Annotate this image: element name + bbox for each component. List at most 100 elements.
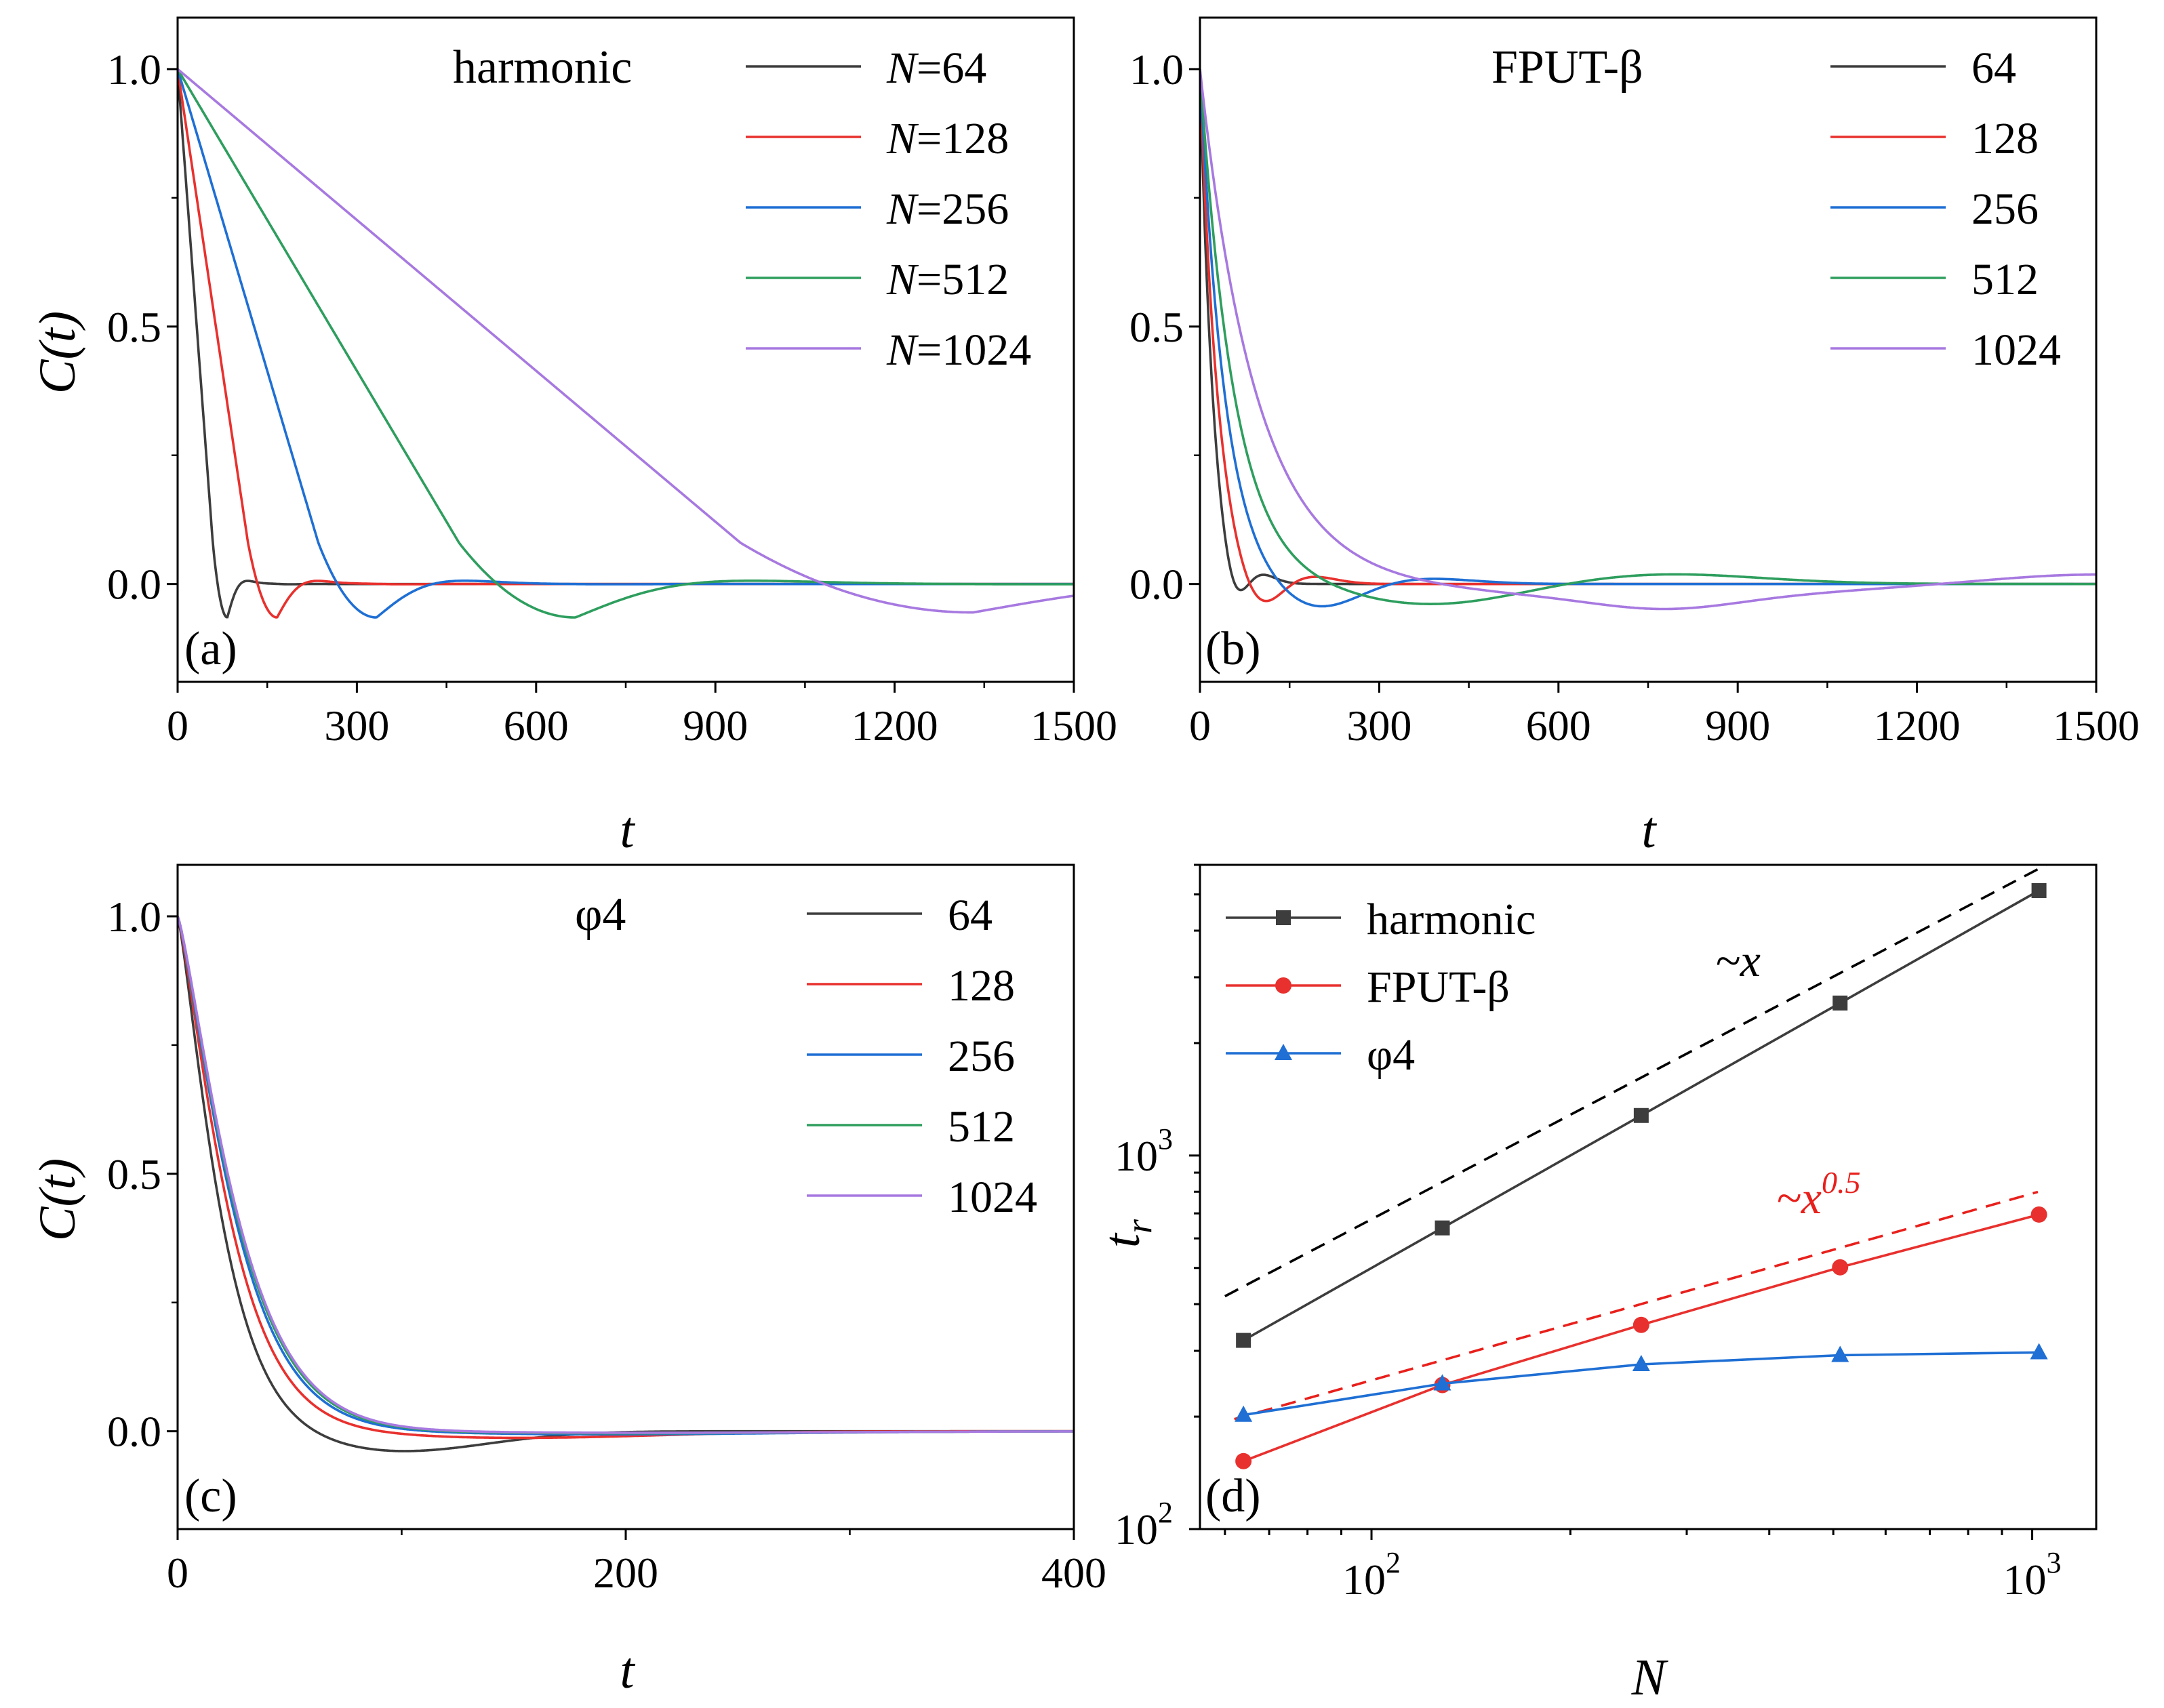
panel-a-xtick-label: 900 xyxy=(683,702,748,750)
panel-ab-xlabel: t xyxy=(620,802,635,859)
panel-a-legend-prefix: N xyxy=(886,43,919,93)
panel-c-legend-label: 512 xyxy=(948,1102,1015,1152)
panel-c-legend-label: 1024 xyxy=(948,1173,1037,1222)
panel-a-legend-prefix: N xyxy=(886,184,919,234)
panel-d-xtick-label: 103 xyxy=(2003,1546,2062,1604)
panel-d-xtick-exp: 3 xyxy=(2047,1546,2062,1579)
panel-c-phi4: 0 200 400 0.0 0.5 1.0 φ4 (c) C(t) 64 128 256 512… xyxy=(29,863,1106,1597)
panel-c-legend-label: 64 xyxy=(948,891,993,940)
panel-a-ytick-label: 0.5 xyxy=(107,303,161,351)
panel-b-xlabel: t xyxy=(1641,802,1657,859)
panel-c-ticks: 0 200 400 0.0 0.5 1.0 xyxy=(107,893,1106,1597)
panel-d-xtick-base: 10 xyxy=(1342,1556,1386,1604)
panel-a-ticks: 0 300 600 900 1200 1500 0.0 0.5 1.0 xyxy=(107,45,1117,750)
panel-a-harmonic: 0 300 600 900 1200 1500 0.0 0.5 1.0 harmonic (a)… xyxy=(29,16,1117,750)
panel-b-xtick-label: 300 xyxy=(1346,702,1411,750)
panel-d-ytick-base: 10 xyxy=(1115,1132,1158,1180)
panel-c-xtick-label: 400 xyxy=(1041,1549,1106,1597)
panel-a-ylabel-text: C(t) xyxy=(29,311,86,394)
panel-b-xtick-label: 600 xyxy=(1526,702,1591,750)
panel-a-legend-prefix: N xyxy=(886,114,919,163)
panel-d-ytick-base: 10 xyxy=(1115,1505,1158,1553)
panel-b-fput: 0 300 600 900 1200 1500 0.0 0.5 1.0 FPUT-β (b) 6… xyxy=(1129,16,2140,750)
panel-b-xtick-label: 0 xyxy=(1189,702,1211,750)
panel-d-ytick-label: 102 xyxy=(1115,1496,1173,1553)
panel-d-ytick-exp: 2 xyxy=(1158,1496,1173,1529)
panel-d-marker-square xyxy=(1435,1220,1450,1236)
panel-c-title: φ4 xyxy=(575,889,626,941)
panel-a-label: (a) xyxy=(184,623,237,675)
panel-c-series-256 xyxy=(178,916,1074,1436)
panel-c-ylabel-text: C(t) xyxy=(29,1158,86,1241)
panel-d-curves: ~x ~x0.5 xyxy=(1224,863,2048,1469)
panel-c-series-1024 xyxy=(178,916,1074,1434)
panel-b-ticks: 0 300 600 900 1200 1500 0.0 0.5 1.0 xyxy=(1129,45,2140,750)
panel-d-marker-square xyxy=(1633,1107,1649,1123)
panel-b-label: (b) xyxy=(1205,623,1261,675)
panel-b-series-512 xyxy=(1200,68,2096,605)
panel-a-xtick-label: 1500 xyxy=(1030,702,1117,750)
panel-a-series-N512 xyxy=(178,68,1074,619)
panel-c-ytick-label: 0.0 xyxy=(107,1408,161,1456)
panel-d-legend-marker xyxy=(1275,977,1291,994)
panel-b-series-1024 xyxy=(1200,68,2096,611)
panel-a-legend-prefix: N xyxy=(886,255,919,304)
panel-c-xtick-label: 0 xyxy=(167,1549,188,1597)
panel-b-xtick-label: 1500 xyxy=(2053,702,2140,750)
panel-c-curves xyxy=(178,916,1074,1452)
panel-d-xlabel: N xyxy=(1631,1649,1669,1706)
panel-d-legend-label: φ4 xyxy=(1367,1030,1415,1080)
panel-d-marker-triangle xyxy=(2030,1343,2048,1360)
panel-d-marker-triangle xyxy=(1235,1405,1253,1422)
panel-a-ytick-label: 1.0 xyxy=(107,45,161,94)
panel-d-marker-triangle xyxy=(1831,1345,1849,1362)
panel-c-xtick-label: 200 xyxy=(593,1549,658,1597)
panel-d-marker-circle xyxy=(1235,1452,1252,1469)
panel-d-frame xyxy=(1199,863,2098,1530)
panel-b-legend-label: 256 xyxy=(1971,184,2039,234)
panel-d-marker-square xyxy=(1236,1333,1251,1348)
panel-c-legend: 64 128 256 512 1024 xyxy=(807,891,1037,1222)
panel-b-series-128 xyxy=(1200,68,2096,603)
panel-b-legend-label: 128 xyxy=(1971,114,2039,163)
panel-b-curves xyxy=(1200,68,2096,611)
panel-a-legend-label: N=1024 xyxy=(886,325,1031,375)
panel-c-series-512 xyxy=(178,916,1074,1435)
panel-d-marker-circle xyxy=(2030,1206,2047,1223)
panel-d-marker-square xyxy=(1832,995,1848,1011)
panel-d-legend-marker xyxy=(1276,910,1291,925)
panel-a-legend-value: =64 xyxy=(917,43,986,93)
panel-c-legend-label: 128 xyxy=(948,961,1015,1011)
panel-b-legend-label: 1024 xyxy=(1971,325,2061,375)
panel-a-legend-value: =256 xyxy=(917,184,1009,234)
panel-d-guide-line xyxy=(1224,863,2047,1298)
panel-a-legend-value: =512 xyxy=(917,255,1009,304)
panel-d-marker-square xyxy=(2031,882,2047,898)
panel-d-legend-marker xyxy=(1275,1044,1292,1060)
panel-d-series-FPUT xyxy=(1243,1213,2040,1463)
panel-a-xtick-label: 1200 xyxy=(851,702,938,750)
panel-d-ylabel-text: t xyxy=(1094,1232,1150,1248)
panel-b-xtick-label: 900 xyxy=(1705,702,1770,750)
panel-c-series-128 xyxy=(178,916,1074,1440)
panel-a-xtick-label: 600 xyxy=(504,702,569,750)
panel-b-ytick-label: 0.0 xyxy=(1129,561,1184,609)
panel-b-ytick-label: 1.0 xyxy=(1129,45,1184,94)
panel-a-ytick-label: 0.0 xyxy=(107,561,161,609)
panel-c-ylabel: C(t) xyxy=(29,1158,86,1241)
panel-a-legend-prefix: N xyxy=(886,325,919,375)
panel-b-legend-label: 64 xyxy=(1971,43,2016,93)
panel-a-legend-label: N=512 xyxy=(886,255,1009,304)
panel-d-guide-label-linear: ~x xyxy=(1715,935,1761,986)
panel-d-ytick-exp: 3 xyxy=(1158,1122,1173,1156)
panel-d-legend-label: FPUT-β xyxy=(1367,962,1510,1012)
panel-a-title: harmonic xyxy=(453,41,632,94)
panel-a-legend-label: N=256 xyxy=(886,184,1009,234)
panel-d-xtick-exp: 2 xyxy=(1386,1546,1401,1579)
panel-c-ytick-label: 0.5 xyxy=(107,1150,161,1198)
panel-a-legend-label: N=128 xyxy=(886,114,1009,163)
panel-d-guide-label-sqrt: ~x0.5 xyxy=(1776,1165,1860,1223)
panel-c-label: (c) xyxy=(184,1470,237,1522)
